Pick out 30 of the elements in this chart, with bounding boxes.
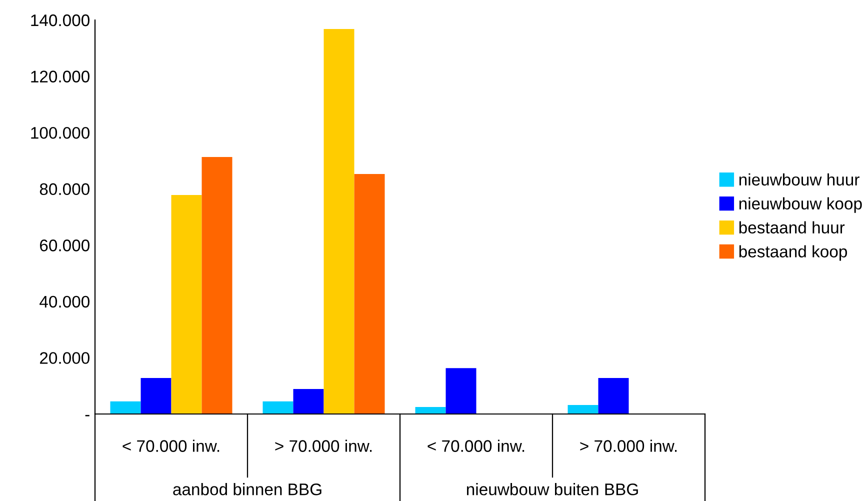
- bar: [262, 401, 294, 414]
- bar: [171, 195, 202, 414]
- bar: [568, 404, 598, 414]
- x-tick-label: > 70.000 inw.: [580, 440, 677, 452]
- y-tick-label: 60.000: [40, 240, 90, 252]
- bar: [324, 29, 354, 414]
- bar: [293, 388, 324, 414]
- text: nieuwbouw buiten BBG: [466, 483, 638, 496]
- bar: [354, 174, 385, 414]
- x-tick-label: > 70.000 inw.: [275, 440, 372, 452]
- bar: [140, 378, 172, 414]
- y-tick-label: -: [85, 414, 90, 416]
- y-tick-label: 80.000: [40, 183, 90, 196]
- text: aanbod binnen BBG: [173, 483, 322, 496]
- bar: [110, 401, 141, 414]
- bar: [202, 157, 232, 414]
- y-tick-label: 20.000: [40, 352, 90, 364]
- legend-label: bestaand huur: [739, 221, 845, 234]
- y-tick-label: 140.000: [31, 14, 90, 26]
- bar: [415, 406, 446, 414]
- y-tick-label: 40.000: [40, 296, 90, 308]
- x-tick-label: < 70.000 inw.: [122, 440, 220, 452]
- legend-label: bestaand koop: [739, 245, 847, 261]
- x-tick-label: < 70.000 inw.: [428, 440, 524, 452]
- y-tick-label: 120.000: [31, 70, 90, 82]
- legend-label: nieuwbouw koop: [739, 197, 862, 213]
- bar: [446, 368, 476, 414]
- bar: [598, 378, 629, 414]
- legend-label: nieuwbouw huur: [739, 173, 860, 186]
- y-tick-label: 100.000: [31, 126, 90, 139]
